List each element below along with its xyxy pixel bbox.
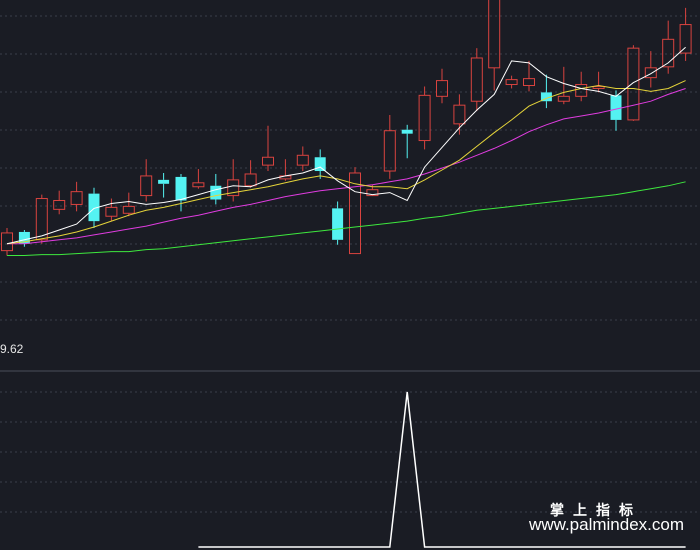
candle-body xyxy=(505,79,518,86)
candle-body xyxy=(244,173,257,187)
candle-body xyxy=(314,157,326,172)
candle-up xyxy=(470,48,483,112)
moving-averages xyxy=(6,46,686,256)
candle-up xyxy=(383,114,396,179)
candle-body xyxy=(401,129,413,134)
candle-down xyxy=(18,229,30,247)
candle-body xyxy=(523,78,535,87)
candle-up xyxy=(453,94,466,135)
candle-up xyxy=(488,0,501,91)
candle-up xyxy=(53,190,66,215)
candle-up xyxy=(70,181,83,212)
candle-body xyxy=(1,232,13,252)
candle-up xyxy=(575,71,588,102)
candle-down xyxy=(332,201,344,245)
indicator-line xyxy=(198,391,686,548)
candle-body xyxy=(366,189,379,197)
watermark-title: 掌上指标 xyxy=(550,503,642,519)
candle-body xyxy=(418,94,431,142)
candle-up xyxy=(296,146,309,172)
candle-up xyxy=(227,159,240,202)
candle-up xyxy=(436,68,448,104)
candle-up xyxy=(1,228,13,256)
candle-body xyxy=(158,179,170,184)
ma10-line xyxy=(6,80,686,245)
candle-body xyxy=(122,205,135,214)
candle-body xyxy=(349,172,361,255)
candle-up xyxy=(557,66,570,105)
candle-up xyxy=(192,169,205,189)
candle-body xyxy=(679,24,692,54)
candle-body xyxy=(557,95,570,102)
candle-body xyxy=(453,104,466,125)
candle-up xyxy=(592,71,605,93)
candle-body xyxy=(575,84,588,97)
main-panel-grid xyxy=(0,15,700,321)
low-price-label: 9.62 xyxy=(0,342,24,356)
candle-body xyxy=(175,176,187,201)
candle-body xyxy=(262,156,274,166)
candle-up xyxy=(679,7,692,61)
candle-body xyxy=(383,130,396,172)
candle-body xyxy=(488,0,501,69)
candle-body xyxy=(18,231,30,244)
candle-body xyxy=(436,80,448,97)
candle-down xyxy=(88,187,100,229)
candles xyxy=(1,0,692,256)
ma20-line xyxy=(7,88,686,245)
candle-up xyxy=(279,159,292,181)
candle-body xyxy=(296,154,309,166)
candle-body xyxy=(592,85,605,89)
candle-up xyxy=(140,159,153,202)
candle-body xyxy=(70,191,83,205)
ma60-line xyxy=(7,181,686,256)
candle-up xyxy=(644,51,657,88)
candle-body xyxy=(332,208,344,240)
candle-up xyxy=(262,125,274,172)
candle-up xyxy=(662,20,675,74)
candle-up xyxy=(418,86,431,150)
indicator-panel xyxy=(198,391,686,548)
candle-down xyxy=(610,90,622,131)
candle-up xyxy=(523,60,535,92)
candle-body xyxy=(192,182,205,188)
candle-up xyxy=(366,184,379,197)
candle-body xyxy=(610,95,622,120)
candle-body xyxy=(105,206,118,217)
candle-body xyxy=(35,198,48,241)
candle-up xyxy=(105,198,118,222)
ma5-line xyxy=(6,46,686,245)
candle-down xyxy=(401,124,413,159)
candle-body xyxy=(53,200,66,210)
candle-body xyxy=(540,92,552,102)
candle-down xyxy=(175,173,187,212)
candle-body xyxy=(227,179,240,197)
candle-up xyxy=(244,160,257,188)
candle-down xyxy=(210,173,222,205)
watermark-url: www.palmindex.com xyxy=(529,515,684,534)
candle-up xyxy=(505,75,518,89)
candle-body xyxy=(662,38,675,68)
candle-body xyxy=(210,185,222,200)
candle-up xyxy=(627,45,640,121)
candle-body xyxy=(627,47,640,121)
candle-body xyxy=(140,175,153,197)
candle-down xyxy=(158,172,170,198)
candle-down xyxy=(314,149,326,179)
candle-body xyxy=(88,193,100,222)
indicator-panel-grid xyxy=(0,391,700,513)
candle-up xyxy=(122,192,135,217)
candle-down xyxy=(540,74,552,109)
candle-body xyxy=(644,67,657,79)
candle-up xyxy=(349,167,361,255)
candle-body xyxy=(470,57,483,102)
